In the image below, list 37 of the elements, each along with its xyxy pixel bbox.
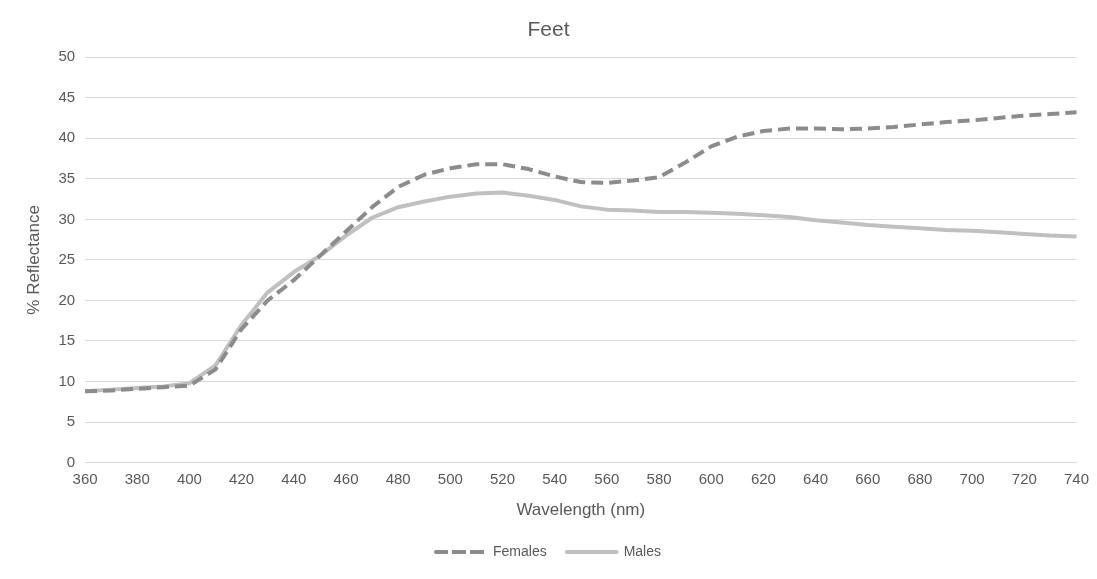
x-tick-label: 420 xyxy=(229,469,255,487)
x-tick-label: 380 xyxy=(124,469,150,487)
x-tick-label: 520 xyxy=(490,469,516,487)
y-tick-label: 50 xyxy=(58,47,76,65)
x-tick-label: 540 xyxy=(542,469,568,487)
y-tick-label: 5 xyxy=(66,412,76,430)
x-tick-label: 440 xyxy=(281,469,307,487)
x-tick-label: 460 xyxy=(333,469,359,487)
legend-label: Females xyxy=(492,542,547,559)
y-tick-label: 40 xyxy=(58,128,76,146)
y-tick-label: 15 xyxy=(58,331,76,349)
x-tick-label: 720 xyxy=(1011,469,1037,487)
y-axis-title: % Reflectance xyxy=(23,205,43,315)
x-tick-label: 580 xyxy=(646,469,672,487)
x-axis-title: Wavelength (nm) xyxy=(516,500,646,520)
x-tick-label: 560 xyxy=(594,469,620,487)
y-tick-label: 10 xyxy=(58,371,76,389)
x-tick-label: 400 xyxy=(176,469,202,487)
x-tick-label: 600 xyxy=(698,469,724,487)
line-series xyxy=(83,110,1079,394)
y-tick-label: 30 xyxy=(58,209,76,227)
x-tick-label: 640 xyxy=(803,469,829,487)
y-tick-label: 25 xyxy=(58,250,76,268)
x-tick-label: 700 xyxy=(959,469,985,487)
x-tick-label: 660 xyxy=(855,469,881,487)
legend-label: Males xyxy=(623,542,662,559)
x-tick-label: 360 xyxy=(72,469,98,487)
y-tick-label: 0 xyxy=(66,452,76,470)
y-tick-label: 45 xyxy=(58,87,76,105)
x-tick-label: 680 xyxy=(907,469,933,487)
x-tick-label: 500 xyxy=(437,469,463,487)
x-tick-label: 740 xyxy=(1063,469,1089,487)
x-tick-label: 480 xyxy=(385,469,411,487)
chart-title: Feet xyxy=(527,17,570,41)
y-tick-label: 35 xyxy=(58,168,76,186)
x-tick-label: 620 xyxy=(750,469,776,487)
y-tick-label: 20 xyxy=(58,290,76,308)
